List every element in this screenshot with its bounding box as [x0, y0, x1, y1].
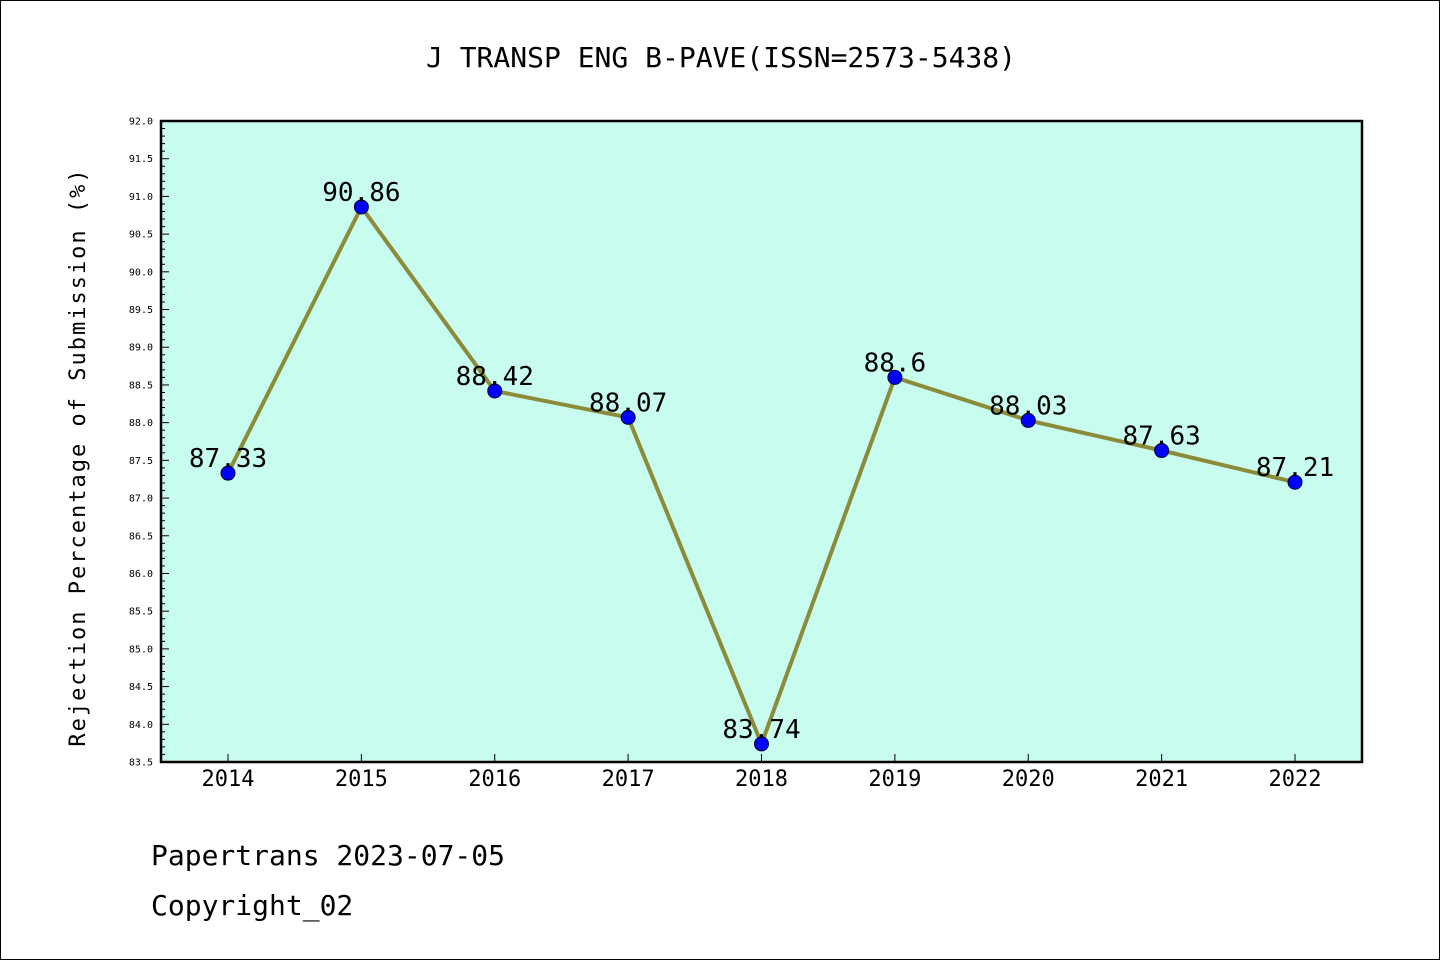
x-tick-label: 2018	[735, 767, 788, 792]
data-point	[353, 199, 369, 215]
y-tick-label: 89.0	[129, 343, 153, 354]
y-tick-label: 88.0	[129, 418, 153, 429]
plot-area	[159, 119, 1364, 764]
x-tick-label: 2014	[202, 767, 255, 792]
data-point	[620, 409, 636, 425]
y-tick-label: 92.0	[129, 117, 153, 128]
y-tick-label: 84.0	[129, 720, 153, 731]
x-tick-label: 2015	[335, 767, 388, 792]
y-tick-label: 89.5	[129, 305, 153, 316]
data-label: 87.33	[189, 444, 267, 474]
x-tick-label: 2022	[1269, 767, 1322, 792]
x-axis: 2014 2015 2016 2017 2018 2019 2020 2021 2022	[202, 754, 1322, 792]
y-tick-label: 85.0	[129, 644, 153, 655]
x-tick-label: 2021	[1135, 767, 1188, 792]
x-tick-label: 2020	[1002, 767, 1055, 792]
data-label: 90.86	[322, 178, 400, 208]
data-point	[1287, 474, 1303, 490]
y-tick-label: 88.5	[129, 380, 153, 391]
data-point	[487, 383, 503, 399]
data-label: 88.07	[589, 388, 667, 418]
y-tick-label: 91.0	[129, 192, 153, 203]
y-tick-label: 86.0	[129, 569, 153, 580]
data-points	[220, 199, 1303, 752]
y-tick-label: 91.5	[129, 154, 153, 165]
y-tick-label: 86.5	[129, 531, 153, 542]
data-label: 88.03	[989, 391, 1067, 421]
data-point	[1154, 443, 1170, 459]
data-label: 88.42	[456, 362, 534, 392]
y-tick-label: 87.0	[129, 494, 153, 505]
y-tick-label: 83.5	[129, 758, 153, 769]
y-tick-label: 90.0	[129, 267, 153, 278]
y-axis: 83.5 84.0 84.5 85.0 85.5 86.0 86.5 87.0 87.5 88.0…	[129, 117, 169, 769]
data-point	[220, 465, 236, 481]
x-tick-label: 2017	[602, 767, 655, 792]
data-point	[754, 736, 769, 752]
data-label: 88.6	[864, 348, 927, 378]
data-label: 87.21	[1256, 453, 1334, 483]
data-point	[1020, 412, 1036, 428]
y-tick-label: 87.5	[129, 456, 153, 467]
y-tick-label: 85.5	[129, 607, 153, 618]
data-label: 83.74	[722, 715, 800, 745]
data-point	[887, 369, 903, 385]
chart-title: J TRANSP ENG B-PAVE(ISSN=2573-5438)	[426, 41, 1016, 74]
y-axis-label: Rejection Percentage of Submission (%)	[66, 167, 91, 746]
y-tick-label: 90.5	[129, 230, 153, 241]
x-tick-label: 2016	[468, 767, 521, 792]
y-tick-label: 84.5	[129, 682, 153, 693]
x-tick-label: 2019	[868, 767, 921, 792]
footer-date: Papertrans 2023-07-05	[151, 839, 505, 872]
data-label: 87.63	[1122, 422, 1200, 452]
data-labels: 87.33 90.86 88.42 88.07 83.74 88.6 88.03 87.63 8…	[189, 178, 1334, 745]
footer-copyright: Copyright_02	[151, 889, 353, 923]
